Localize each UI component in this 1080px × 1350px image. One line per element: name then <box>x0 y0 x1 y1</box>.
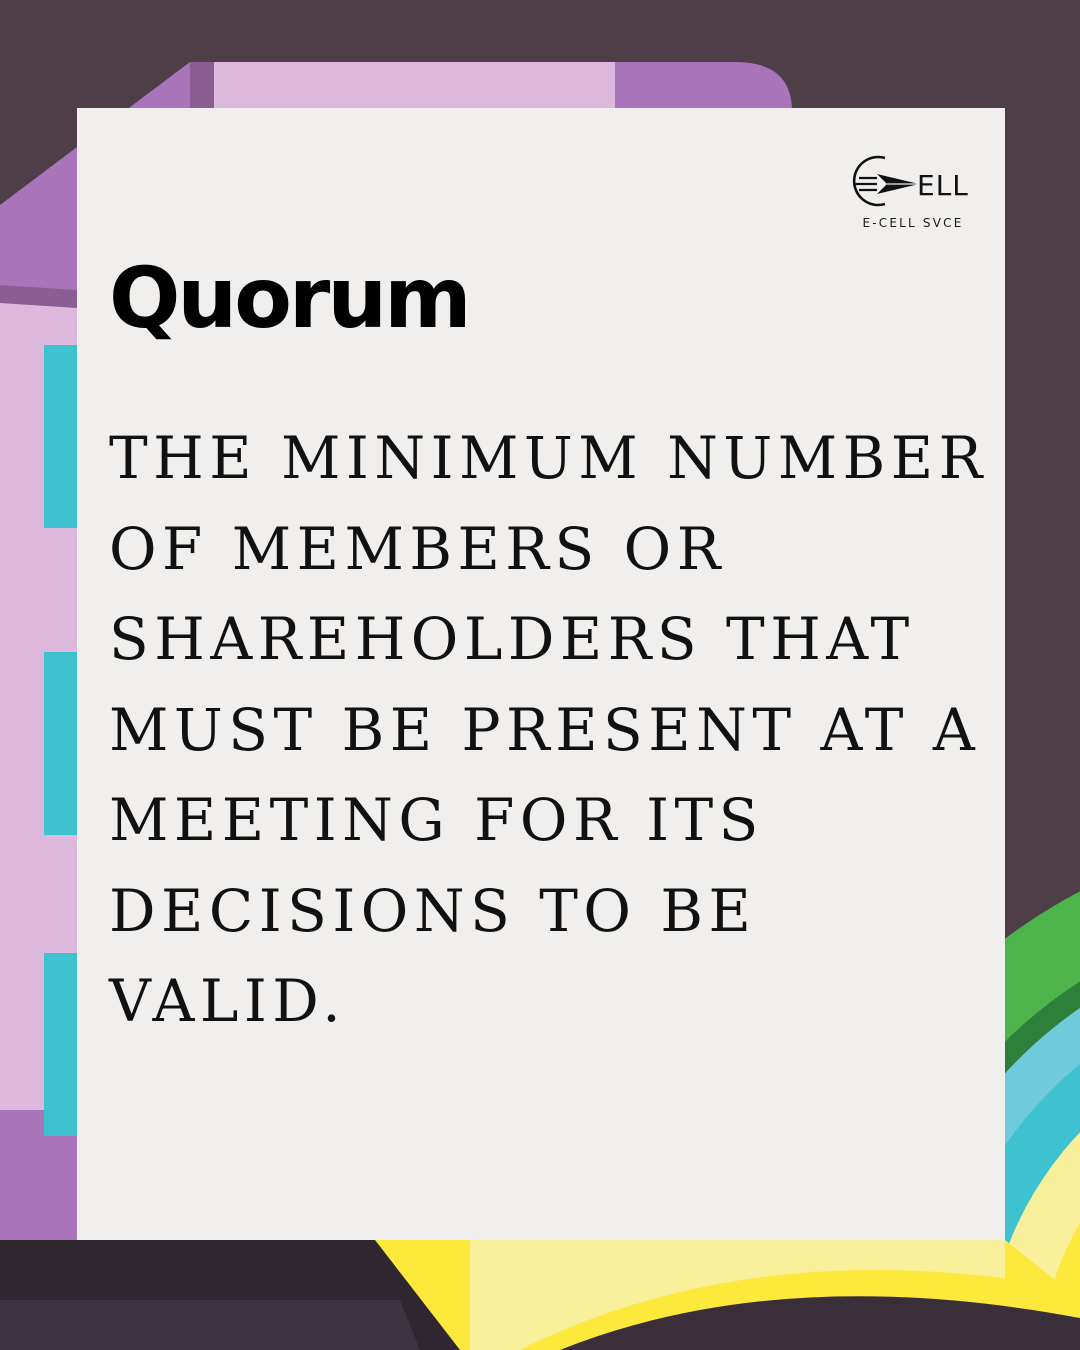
definition-card: ELL E-CELL SVCE Quorum THE MINIMUM NUMBE… <box>77 108 1005 1240</box>
violet-shadow-band <box>0 285 77 308</box>
logo-mark-text: ELL <box>917 169 969 202</box>
logo-caption: E-CELL SVCE <box>862 216 964 230</box>
term-definition: THE MINIMUM NUMBER OF MEMBERS OR SHAREHO… <box>109 424 988 1035</box>
violet-roof-divider <box>190 62 214 108</box>
cyan-window <box>44 345 77 528</box>
cyan-window <box>44 953 77 1136</box>
cyan-window <box>44 652 77 835</box>
ecell-logo: ELL E-CELL SVCE <box>847 148 979 238</box>
lilac-roof-band <box>210 62 615 108</box>
dark-curve <box>560 1296 1080 1350</box>
term-title: Quorum <box>109 249 472 347</box>
dark-ground-edge <box>0 1300 420 1350</box>
paper-plane-c-icon: ELL <box>852 155 969 207</box>
